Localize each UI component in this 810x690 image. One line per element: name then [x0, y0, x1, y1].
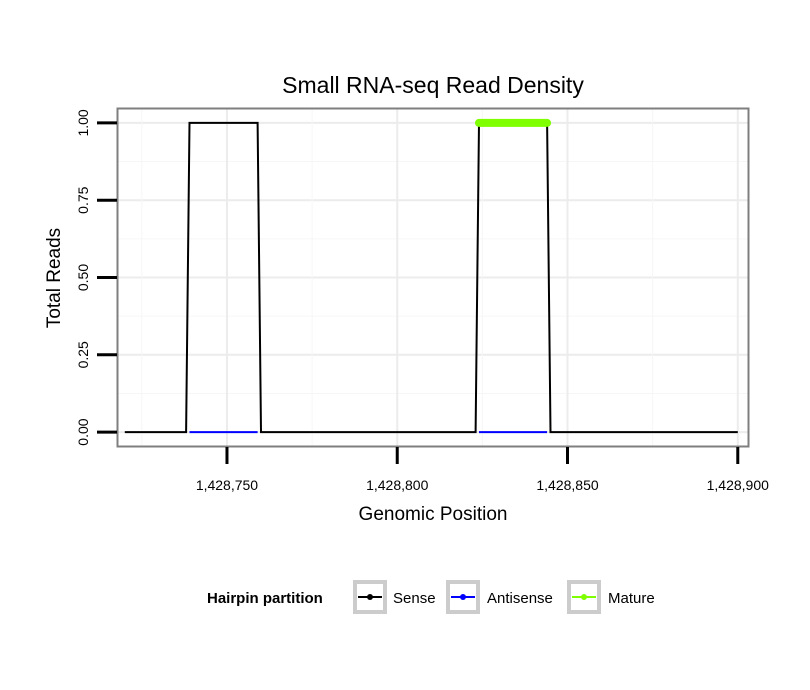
y-tick-label: 0.00 [75, 418, 91, 445]
plot-panel-border [116, 107, 750, 448]
y-tick-label: 0.50 [75, 264, 91, 291]
legend-label-antisense: Antisense [487, 590, 553, 607]
y-tick-label: 0.25 [75, 341, 91, 368]
y-tick-label: 0.75 [75, 186, 91, 213]
y-tick-label: 1.00 [75, 109, 91, 136]
x-tick-label: 1,428,850 [536, 477, 598, 493]
legend-key-point [367, 594, 373, 600]
legend: Hairpin partition Sense Antisense Mature [207, 580, 655, 614]
series-layer [124, 118, 738, 434]
y-axis-title: Total Reads [44, 228, 65, 328]
x-tick-label: 1,428,750 [196, 477, 258, 493]
chart-title: Small RNA-seq Read Density [282, 72, 584, 98]
x-axis: 1,428,750 1,428,800 1,428,850 1,428,900 [196, 447, 769, 493]
legend-label-mature: Mature [608, 590, 655, 607]
x-axis-title: Genomic Position [359, 504, 508, 525]
legend-key-point [581, 594, 587, 600]
legend-label-sense: Sense [393, 590, 436, 607]
series-line-sense [124, 121, 738, 434]
legend-key-point [460, 594, 466, 600]
y-axis: 0.00 0.25 0.50 0.75 1.00 [75, 109, 117, 446]
x-tick-label: 1,428,900 [707, 477, 769, 493]
x-tick-label: 1,428,800 [366, 477, 428, 493]
grid [118, 109, 748, 446]
legend-title: Hairpin partition [207, 590, 323, 607]
